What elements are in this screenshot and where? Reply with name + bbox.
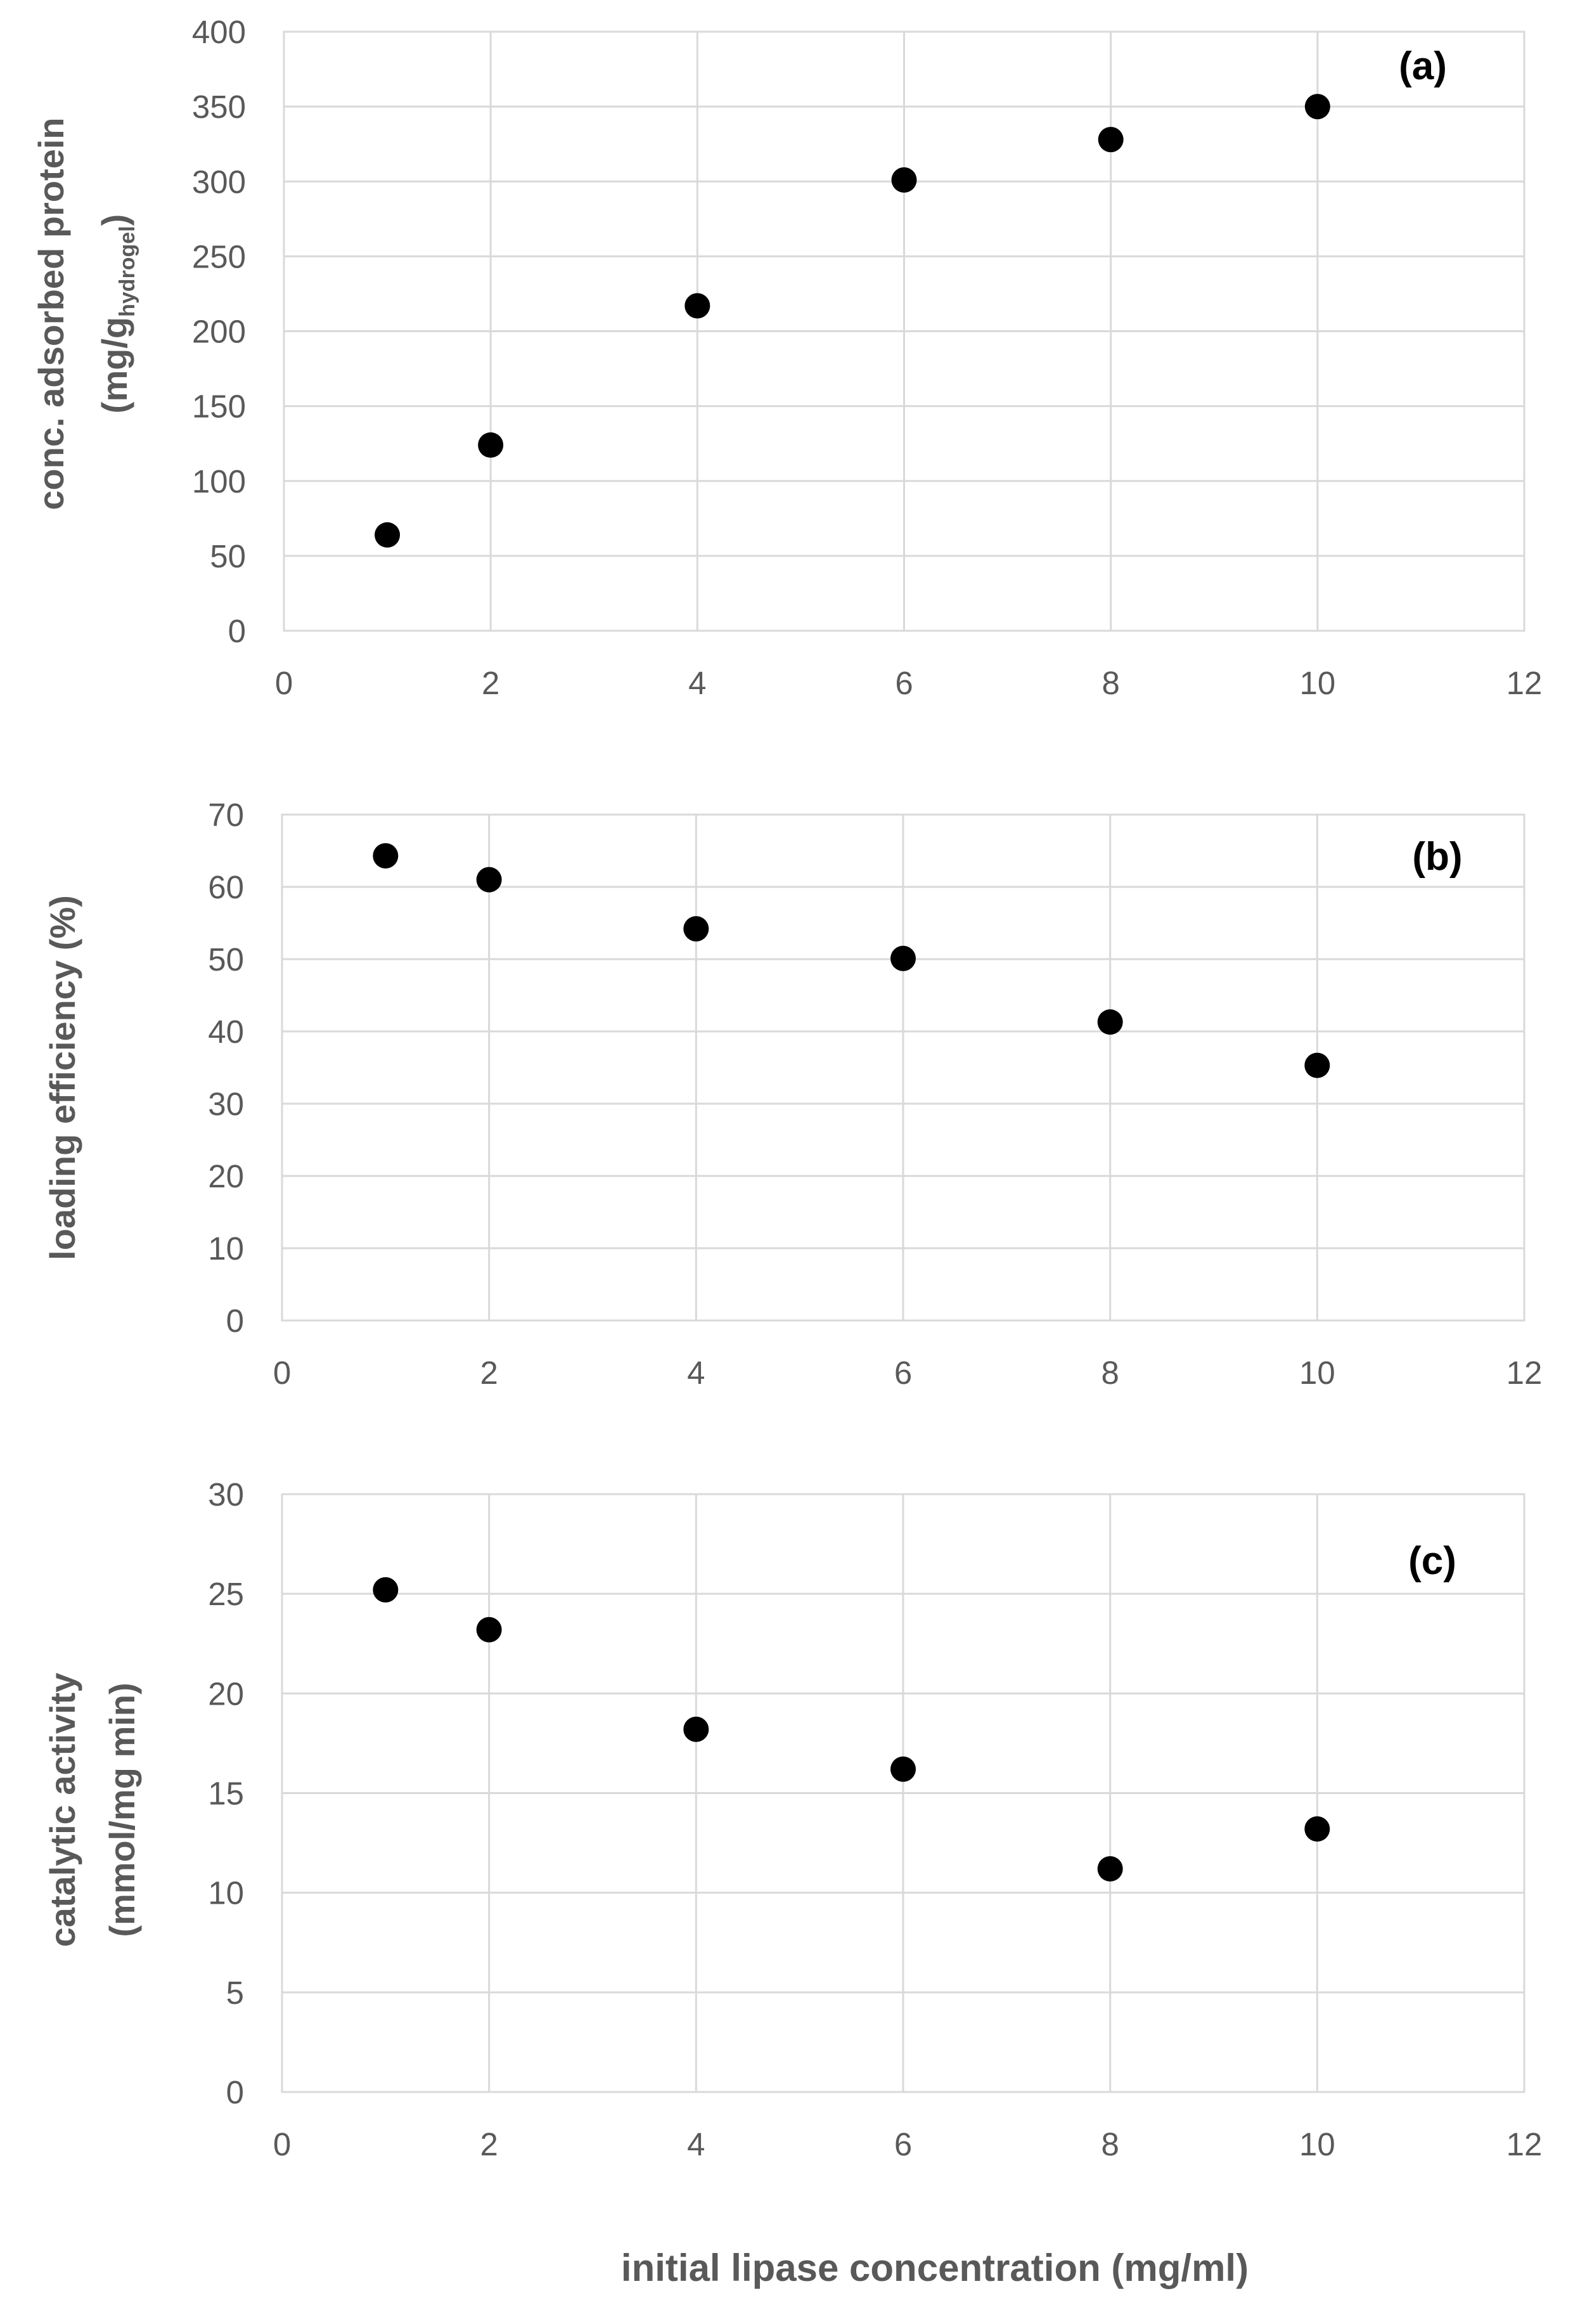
plot-area <box>281 813 1525 1322</box>
y-tick-label: 0 <box>226 2074 244 2110</box>
x-tick-label: 10 <box>1299 665 1335 701</box>
panel-label-a: (a) <box>1399 44 1447 88</box>
x-tick-label: 12 <box>1506 665 1543 701</box>
x-tick-label: 4 <box>687 1355 705 1391</box>
y-axis-title-unit-subscript: hydrogel <box>115 226 139 317</box>
data-point <box>1304 94 1330 120</box>
y-tick-label: 15 <box>208 1776 244 1812</box>
x-tick-label: 6 <box>895 665 913 701</box>
data-point <box>478 432 504 458</box>
panel-c: 0 5 10 15 20 25 30 0 2 4 6 8 10 12 catalytic activity… <box>42 1476 1542 2162</box>
x-tick-label: 10 <box>1299 1355 1335 1391</box>
x-tick-label: 4 <box>687 2126 705 2162</box>
x-tick-label: 12 <box>1506 2126 1543 2162</box>
data-point <box>373 1577 399 1603</box>
panel-a: 0 50 100 150 200 250 300 350 400 0 2 4 6 8 10 12 conc. … <box>31 14 1542 701</box>
data-point <box>890 1756 916 1782</box>
y-tick-label: 300 <box>192 164 246 200</box>
x-tick-label: 12 <box>1506 1355 1543 1391</box>
data-point <box>1304 1816 1330 1842</box>
y-axis-title-line2: (mg/ghydrogel) <box>94 214 139 414</box>
y-tick-label: 10 <box>208 1230 244 1267</box>
x-axis-title: initial lipase concentration (mg/ml) <box>621 2247 1249 2289</box>
y-axis-title-line1: conc. adsorbed protein <box>31 117 71 510</box>
y-tick-label: 400 <box>192 14 246 50</box>
x-tick-label: 8 <box>1101 2126 1119 2162</box>
y-tick-label: 30 <box>208 1086 244 1122</box>
x-tick-label: 4 <box>688 665 706 701</box>
y-tick-label: 0 <box>226 1303 244 1339</box>
data-point <box>1304 1052 1330 1078</box>
y-axis-title-unit-close: ) <box>94 214 134 226</box>
y-axis-title-line2: (mmol/mg min) <box>102 1682 142 1937</box>
y-tick-label: 250 <box>192 238 246 274</box>
panel-label-c: (c) <box>1408 1539 1456 1583</box>
plot-area <box>283 30 1525 632</box>
x-tick-label: 8 <box>1102 665 1119 701</box>
y-tick-label: 50 <box>208 941 244 978</box>
data-point <box>375 522 401 548</box>
y-tick-label: 10 <box>208 1875 244 1911</box>
data-point <box>683 1716 709 1742</box>
x-tick-label: 10 <box>1299 2126 1335 2162</box>
x-tick-label: 2 <box>480 2126 498 2162</box>
y-tick-label: 30 <box>208 1476 244 1513</box>
y-tick-label: 350 <box>192 89 246 125</box>
y-tick-label: 5 <box>226 1975 244 2011</box>
y-tick-label: 20 <box>208 1675 244 1712</box>
y-tick-label: 0 <box>228 613 246 649</box>
x-tick-label: 0 <box>273 1355 291 1391</box>
panel-b: 0 10 20 30 40 50 60 70 0 2 4 6 8 10 12 loading efficie… <box>42 797 1542 1391</box>
data-point <box>1097 1856 1123 1882</box>
x-tick-label: 2 <box>482 665 499 701</box>
panel-label-b: (b) <box>1412 835 1462 879</box>
y-tick-label: 20 <box>208 1158 244 1194</box>
y-tick-label: 100 <box>192 463 246 500</box>
y-axis-title: loading efficiency (%) <box>42 895 82 1260</box>
data-point <box>684 293 710 319</box>
y-tick-label: 40 <box>208 1014 244 1050</box>
y-axis-title-unit: (mg/g <box>94 317 134 413</box>
x-tick-label: 6 <box>894 1355 912 1391</box>
y-tick-label: 70 <box>208 797 244 833</box>
plot-area <box>281 1493 1525 2093</box>
data-point <box>1097 1009 1123 1035</box>
data-point <box>373 842 399 868</box>
y-tick-label: 60 <box>208 869 244 905</box>
x-tick-label: 0 <box>275 665 293 701</box>
y-tick-label: 150 <box>192 389 246 425</box>
data-point <box>683 916 709 942</box>
y-tick-label: 25 <box>208 1576 244 1612</box>
y-axis-title-line1: catalytic activity <box>42 1673 82 1947</box>
x-tick-label: 2 <box>480 1355 498 1391</box>
x-tick-label: 0 <box>273 2126 291 2162</box>
data-point <box>890 945 916 971</box>
data-point <box>476 867 502 893</box>
y-tick-label: 50 <box>210 538 246 574</box>
data-point <box>891 167 917 193</box>
y-tick-label: 200 <box>192 314 246 350</box>
x-tick-label: 6 <box>894 2126 912 2162</box>
data-point <box>476 1617 502 1643</box>
x-tick-label: 8 <box>1101 1355 1119 1391</box>
data-point <box>1098 127 1124 153</box>
